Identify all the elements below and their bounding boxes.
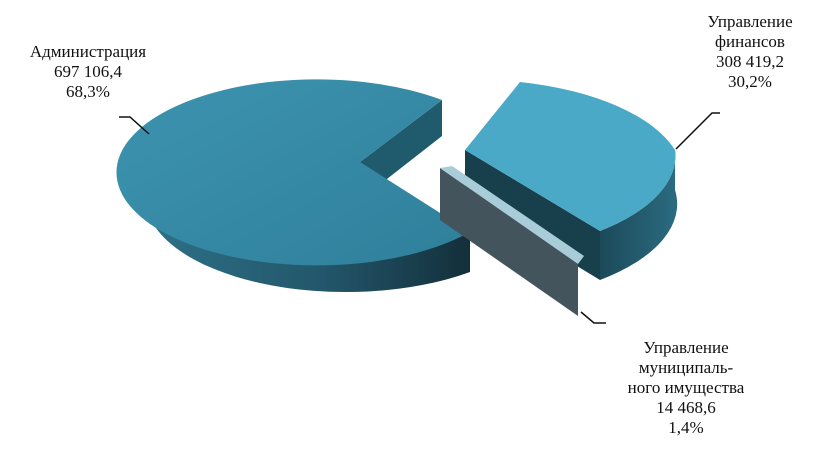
label-property-name-1: Управление	[643, 338, 729, 357]
label-finance-name-2: финансов	[715, 32, 785, 51]
leader-line-administration	[119, 116, 150, 135]
slice-property-side	[440, 168, 578, 316]
label-finance-name-1: Управление	[707, 12, 793, 31]
slice-property	[440, 166, 584, 316]
label-property: Управление муниципаль- ного имущества 14…	[606, 338, 766, 438]
slice-finance-side	[600, 150, 678, 280]
label-property-percent: 1,4%	[668, 418, 704, 437]
slice-administration-wall	[360, 100, 442, 200]
label-administration: Администрация 697 106,4 68,3%	[8, 42, 168, 102]
slice-administration-top	[116, 79, 470, 266]
label-finance: Управление финансов 308 419,2 30,2%	[690, 12, 810, 92]
label-property-value: 14 468,6	[656, 398, 716, 417]
label-finance-value: 308 419,2	[716, 52, 784, 71]
label-property-name-2: муниципаль-	[638, 358, 734, 377]
slice-administration	[116, 79, 470, 293]
leader-line-finance	[675, 112, 720, 150]
label-property-name-3: ного имущества	[627, 378, 745, 397]
slice-finance-top	[465, 82, 676, 231]
label-finance-percent: 30,2%	[728, 72, 772, 91]
slice-property-top	[440, 166, 584, 264]
label-administration-percent: 68,3%	[66, 82, 110, 101]
label-administration-value: 697 106,4	[54, 62, 122, 81]
label-administration-name: Администрация	[29, 42, 147, 61]
leader-line-property	[580, 311, 606, 324]
